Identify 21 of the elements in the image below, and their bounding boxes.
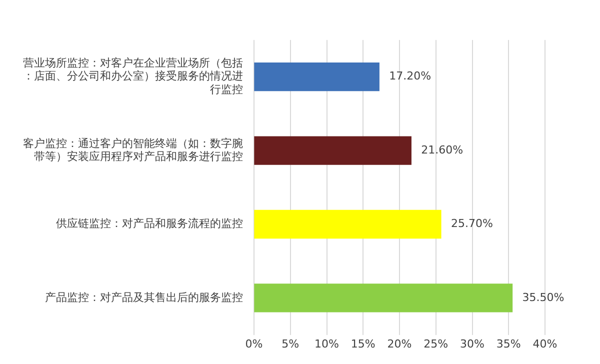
y-tick-label: 产品监控：对产品及其售出后的服务监控	[45, 290, 243, 304]
bar	[254, 284, 513, 312]
bar	[254, 136, 412, 165]
x-tick-label: 35%	[496, 337, 521, 350]
x-tick-label: 10%	[314, 337, 339, 350]
x-tick-label: 30%	[460, 337, 484, 350]
x-tick-label: 20%	[387, 337, 412, 350]
data-label: 35.50%	[522, 290, 564, 304]
x-tick-label: 40%	[532, 337, 558, 350]
x-tick-label: 5%	[282, 337, 300, 350]
bar	[254, 210, 442, 239]
x-tick-label: 25%	[424, 337, 448, 350]
x-tick-label: 0%	[245, 337, 263, 350]
data-label: 17.20%	[389, 70, 432, 83]
data-label: 25.70%	[450, 217, 493, 230]
x-tick-label: 15%	[350, 337, 376, 350]
y-tick-label: 营业场所监控：对客户在企业营业场所（包括：店面、分公司和办公室）接受服务的情况进行监控	[23, 56, 243, 96]
bar	[254, 62, 380, 92]
data-label: 21.60%	[421, 143, 464, 156]
y-tick-label: 客户监控：通过客户的智能终端（如：数字腕带等）安装应用程序对产品和服务进行监控	[23, 136, 243, 164]
y-tick-label: 供应链监控：对产品和服务流程的监控	[56, 217, 243, 230]
